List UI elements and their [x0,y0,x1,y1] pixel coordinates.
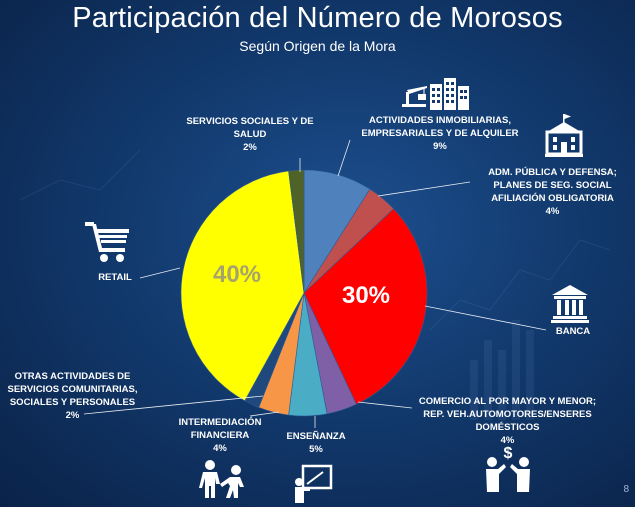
label-retail: RETAIL [98,272,132,283]
label-banca: BANCA [555,326,591,337]
leader-line-adm-publica [377,181,471,197]
pie-slice-retail [180,170,305,402]
leader-line-banca [424,305,547,331]
chart-subtitle: Según Origen de la Mora [239,38,396,54]
leader-line-retail [139,267,181,279]
data-label-retail: 40% [213,261,261,288]
government-building-icon [545,114,583,157]
money-exchange-icon: $ [486,445,530,492]
shopping-cart-icon [85,222,129,262]
leader-line-intermediacion [249,411,280,417]
chart-title: Participación del Número de Morosos [72,2,563,34]
label-ensenanza: ENSEÑANZA 5% [286,431,346,455]
teacher-board-icon [295,464,333,503]
label-adm-publica: ADM. PÚBLICA Y DEFENSA; PLANES DE SEG. S… [488,167,617,217]
bank-icon [551,285,589,323]
label-actividades-inmobiliarias: ACTIVIDADES INMOBILIARIAS, EMPRESARIALES… [361,115,519,152]
page-number: 8 [623,484,629,495]
pie-slice-banca [303,208,428,405]
pie-slice-servicios-sociales-y-de-salud [288,169,305,294]
leader-line-otras-actividades [83,395,264,415]
label-otras-actividades: OTRAS ACTIVIDADES DE SERVICIOS COMUNITAR… [7,371,138,421]
buildings-icon [430,78,469,110]
label-servicios-sociales: SERVICIOS SOCIALES Y DE SALUD 2% [186,116,314,153]
data-label-banca: 30% [342,282,390,309]
leader-line-comercio [357,401,413,409]
construction-crane-icon [402,86,427,107]
people-helping-icon [199,460,244,498]
svg-text:$: $ [504,445,513,462]
label-comercio: COMERCIO AL POR MAYOR Y MENOR; REP. VEH.… [418,396,597,446]
label-intermediacion: INTERMEDIACIÓN FINANCIERA 4% [178,417,262,454]
leader-line-actividades-inmobiliarias [337,139,351,177]
